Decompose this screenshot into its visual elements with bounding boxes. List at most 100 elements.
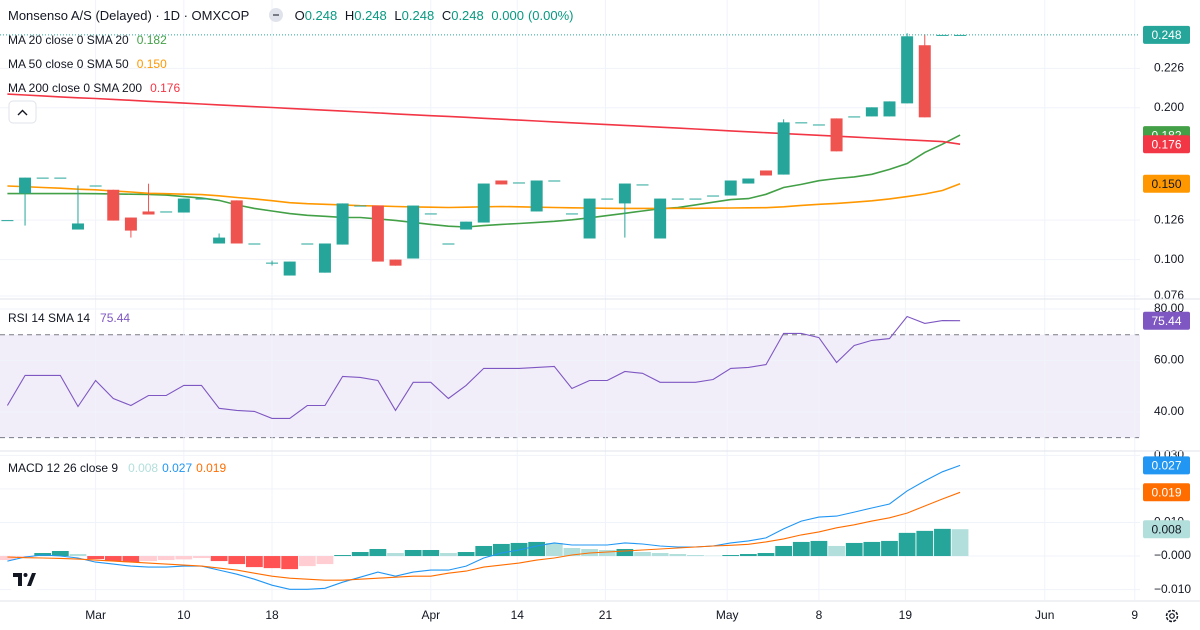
price-badge-label: 0.019 [1151,485,1181,499]
histogram-bar [934,528,951,557]
candle-body [336,203,349,245]
histogram-bar [157,556,175,561]
x-tick-label: 9 [1131,608,1138,622]
price-badge [1143,25,1190,44]
ma-value: 0.150 [136,57,167,71]
candle-body [371,205,384,262]
histogram-bar [69,554,87,557]
macd-legend: MACD 12 26 close 9 0.008 0.027 0.019 [8,461,230,475]
ma-name: MA 20 close 0 SMA 20 [8,33,129,47]
candle-body [442,243,455,245]
indicator-line [6,315,961,419]
histogram-bar [0,556,16,561]
ohlc-label: H [344,8,355,23]
histogram-bar [316,556,334,565]
histogram-bar [651,553,669,557]
candle-body [618,183,631,204]
candle-body [795,122,808,124]
histogram-bar [757,553,775,557]
histogram-bar [104,556,122,562]
settings-button[interactable] [1165,609,1179,623]
x-tick-label: Apr [421,608,440,622]
y-tick-label: 60.00 [1154,353,1184,367]
histogram-bar [528,541,546,557]
candle-body [107,189,120,221]
histogram-bar [669,554,687,557]
indicator-line [7,134,961,228]
histogram-bar [457,552,475,557]
histogram-bar [598,549,616,557]
y-tick-label: 0.200 [1154,100,1184,114]
candle-body [124,217,137,231]
histogram-bar [881,540,898,557]
collapse-button[interactable] [8,100,37,124]
candle-body [71,223,84,230]
histogram-bar [298,556,316,567]
candle-body [36,177,49,179]
histogram-bar [246,556,263,568]
histogram-bar [228,556,246,565]
change: 0.000 [491,8,524,23]
candle-body [495,180,508,185]
candle-body [601,198,614,200]
candle-body [777,122,790,175]
histogram-bar [563,547,581,557]
y-tick-label: 0.226 [1154,60,1184,74]
candle-body [407,205,420,259]
histogram-bar [422,549,440,557]
x-tick-label: 21 [599,608,613,622]
histogram-bar [687,555,704,557]
histogram-bar [51,551,69,557]
ma-value: 0.182 [136,33,167,47]
histogram-bar [387,553,404,557]
price-badge-label: 0.248 [1151,28,1181,42]
candle-body [707,195,720,197]
change-percent: (0.00%) [527,8,574,23]
ma-name: MA 200 close 0 SMA 200 [8,81,143,95]
candle-body [724,180,737,196]
histogram-bar [898,532,916,557]
candle-body [477,183,490,223]
price-badge [1143,520,1190,539]
candle-body [283,261,296,276]
histogram-bar [492,543,510,557]
candle-body [742,178,755,184]
y-tick-label: 40.00 [1154,404,1184,418]
histogram-bar [916,530,934,557]
histogram-bar [634,552,651,557]
candle-body [513,182,526,184]
candle-body [636,184,649,186]
candle-body [565,213,578,215]
candle-body [848,116,861,118]
candle-body [142,211,155,215]
histogram-bar [122,556,140,563]
candle-body [918,45,931,118]
ohlc-label: O [294,8,305,23]
x-tick-label: 10 [177,608,191,622]
histogram-bar [951,529,969,557]
legend-menu-button[interactable] [268,8,283,22]
candle-body [230,200,243,244]
signal-value: 0.019 [196,461,227,475]
candle-body [901,36,914,104]
ma-legend: MA 200 close 0 SMA 200 0.176 [8,81,184,95]
candle-body [865,107,878,117]
price-badge [1143,456,1190,475]
candle-body [160,211,173,213]
price-badge-label: 75.44 [1151,314,1181,328]
y-tick-label: 0.100 [1154,252,1184,266]
y-tick-label: 80.00 [1154,301,1184,315]
candle-body [530,180,543,212]
x-tick-label: May [716,608,739,622]
histogram-bar [475,545,493,557]
ohlc-value: 0.248 [354,8,387,23]
histogram-bar [263,556,281,569]
symbol-title: Monsenso A/S (Delayed) · 1D · OMXCOP [8,8,250,23]
ohlc-label: C [441,8,452,23]
price-badge [1143,311,1190,330]
price-badge [1143,483,1190,502]
price-badge-label: 0.176 [1151,137,1181,151]
candle-body [389,259,402,266]
tradingview-logo[interactable] [8,564,40,596]
